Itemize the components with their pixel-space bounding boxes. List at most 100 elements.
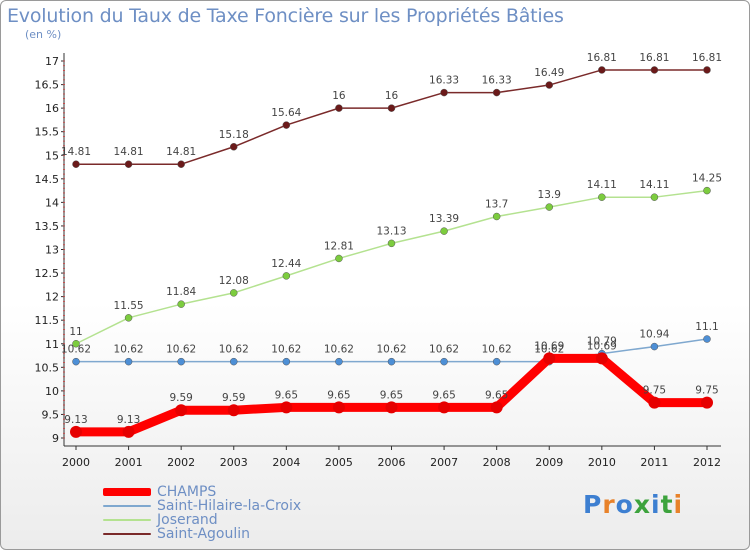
data-label: 13.9 bbox=[538, 189, 561, 201]
data-label: 11.84 bbox=[166, 286, 196, 298]
x-tick-label: 2001 bbox=[115, 456, 143, 469]
data-label: 9.59 bbox=[222, 392, 245, 404]
data-label: 14.81 bbox=[61, 146, 91, 158]
y-unit-label: (en %) bbox=[25, 28, 62, 41]
y-tick-label: 9 bbox=[52, 432, 59, 445]
data-point bbox=[545, 81, 553, 89]
logo-letter: o bbox=[615, 490, 634, 519]
data-point bbox=[72, 160, 80, 168]
data-point bbox=[598, 66, 606, 74]
legend-item-saint-hilaire: Saint-Hilaire-la-Croix bbox=[103, 499, 301, 513]
x-tick-label: 2003 bbox=[220, 456, 248, 469]
data-point bbox=[650, 66, 659, 74]
y-tick-label: 12 bbox=[45, 291, 59, 304]
legend: CHAMPS Saint-Hilaire-la-Croix Joserand S… bbox=[103, 485, 301, 541]
data-label: 10.62 bbox=[166, 344, 196, 356]
data-point bbox=[595, 352, 608, 365]
data-point bbox=[440, 357, 448, 366]
data-point bbox=[72, 340, 80, 348]
data-label: 16 bbox=[385, 90, 399, 102]
data-label: 10.62 bbox=[429, 344, 459, 356]
data-label: 16.33 bbox=[429, 75, 459, 87]
data-label: 10.94 bbox=[639, 329, 669, 341]
data-point bbox=[335, 254, 343, 263]
data-point bbox=[648, 396, 661, 409]
legend-label-saint-hilaire: Saint-Hilaire-la-Croix bbox=[157, 498, 302, 514]
data-label: 10.62 bbox=[482, 344, 512, 356]
x-tick-label: 2011 bbox=[640, 456, 668, 469]
y-tick-label: 15 bbox=[45, 149, 59, 162]
x-tick-label: 2012 bbox=[693, 456, 721, 469]
legend-label-champs: CHAMPS bbox=[157, 484, 217, 500]
data-label: 13.39 bbox=[429, 213, 459, 225]
data-point bbox=[177, 300, 185, 308]
data-point bbox=[438, 401, 451, 414]
y-tick-label: 13 bbox=[45, 244, 59, 257]
data-point bbox=[335, 357, 343, 366]
data-point bbox=[543, 352, 556, 365]
y-tick-label: 13.5 bbox=[35, 220, 60, 233]
data-point bbox=[387, 104, 396, 112]
y-tick-label: 14 bbox=[45, 196, 59, 209]
x-tick-label: 2004 bbox=[272, 456, 300, 469]
data-label: 11.55 bbox=[114, 300, 144, 312]
data-label: 10.79 bbox=[587, 336, 617, 348]
data-point bbox=[124, 160, 133, 168]
data-point bbox=[230, 289, 238, 297]
data-point bbox=[385, 401, 398, 414]
legend-swatch-champs bbox=[103, 488, 151, 496]
data-label: 15.18 bbox=[219, 129, 249, 141]
data-point bbox=[282, 357, 291, 366]
y-tick-label: 16.5 bbox=[35, 79, 60, 92]
logo-letter: x bbox=[633, 490, 651, 519]
logo-letter: i bbox=[651, 490, 661, 519]
data-point bbox=[701, 396, 713, 409]
data-point bbox=[703, 66, 711, 74]
logo-letter: P bbox=[583, 490, 603, 519]
proxiti-logo: Proxiti bbox=[583, 490, 683, 519]
logo-letter: i bbox=[673, 490, 684, 519]
data-label: 10.62 bbox=[114, 344, 144, 356]
y-tick-label: 10 bbox=[45, 385, 59, 398]
y-tick-label: 11 bbox=[45, 338, 59, 351]
data-label: 9.65 bbox=[380, 389, 403, 401]
data-label: 9.13 bbox=[117, 414, 140, 426]
data-point bbox=[332, 401, 345, 414]
data-label: 10.62 bbox=[534, 344, 564, 356]
data-point bbox=[490, 401, 503, 414]
data-point bbox=[650, 193, 659, 201]
x-tick-label: 2008 bbox=[483, 456, 511, 469]
data-point bbox=[282, 272, 291, 280]
data-label: 14.25 bbox=[692, 173, 722, 185]
data-point bbox=[650, 342, 659, 351]
data-point bbox=[703, 186, 711, 195]
data-point bbox=[177, 160, 185, 168]
y-tick-label: 14.5 bbox=[35, 173, 60, 186]
y-tick-label: 16 bbox=[45, 102, 59, 115]
data-label: 11.1 bbox=[695, 321, 718, 333]
x-tick-label: 2006 bbox=[378, 456, 406, 469]
data-point bbox=[124, 314, 133, 322]
data-label: 9.65 bbox=[432, 389, 455, 401]
data-label: 9.65 bbox=[327, 389, 350, 401]
data-point bbox=[227, 404, 240, 417]
data-point bbox=[230, 143, 238, 151]
series-line-2 bbox=[75, 189, 708, 345]
legend-swatch-saint-agoulin bbox=[103, 533, 151, 535]
data-label: 10.62 bbox=[376, 344, 406, 356]
data-point bbox=[335, 104, 343, 112]
legend-item-saint-agoulin: Saint-Agoulin bbox=[103, 527, 301, 541]
data-label: 14.81 bbox=[166, 146, 196, 158]
logo-letter: t bbox=[660, 490, 674, 519]
data-label: 16 bbox=[332, 90, 346, 102]
data-label: 10.62 bbox=[271, 344, 301, 356]
data-label: 15.64 bbox=[271, 107, 301, 119]
data-label: 10.62 bbox=[219, 344, 249, 356]
data-point bbox=[545, 203, 553, 211]
logo-letter: r bbox=[602, 490, 616, 519]
data-point bbox=[703, 335, 711, 343]
data-label: 16.81 bbox=[587, 52, 617, 64]
data-label: 14.11 bbox=[587, 179, 617, 191]
y-tick-label: 10.5 bbox=[35, 361, 60, 374]
